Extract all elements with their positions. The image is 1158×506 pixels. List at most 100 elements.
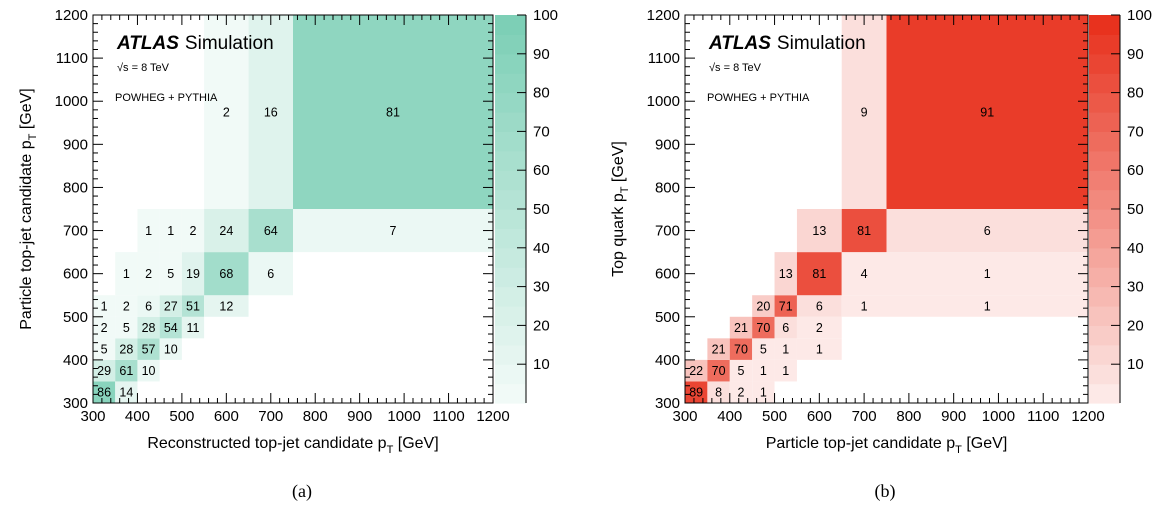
y-tick-label: 800: [655, 179, 680, 196]
color-bar-step: [1089, 325, 1120, 346]
heatmap-cell: [137, 252, 160, 296]
cell-value-label: 5: [101, 343, 108, 357]
x-tick-label: 600: [807, 408, 832, 425]
heatmap-cell: [93, 381, 116, 403]
heatmap-cell: [752, 359, 775, 382]
cell-value-label: 1: [984, 300, 991, 314]
x-tick-label: 600: [214, 408, 239, 425]
color-bar-step: [495, 228, 526, 249]
heatmap-cell: [137, 359, 160, 382]
plot-frame: [684, 14, 1089, 404]
panel-label: (b): [875, 481, 896, 502]
cell-value-label: 54: [164, 321, 178, 335]
color-bar-tick-label: 30: [533, 279, 550, 296]
generator-label: POWHEG + PYTHIA: [115, 92, 218, 104]
cell-value-label: 1: [145, 224, 152, 238]
cell-value-label: 28: [142, 321, 156, 335]
color-bar-tick-label: 90: [1127, 46, 1144, 63]
color-bar-step: [1089, 92, 1120, 113]
x-tick-label: 1200: [1071, 408, 1104, 425]
y-tick-label: 1200: [55, 7, 88, 24]
cell-value-label: 70: [734, 343, 748, 357]
heatmap-cell: [159, 338, 182, 360]
x-tick-label: 700: [258, 408, 283, 425]
y-axis: 300 400 500 600 700 800 900 1000 1100 1200: [647, 7, 1088, 412]
cell-value-label: 57: [142, 343, 156, 357]
heatmap-cell: [841, 295, 887, 317]
heatmap-cell: [248, 252, 293, 296]
heatmap-cell: [796, 338, 842, 360]
cell-value-label: 70: [756, 321, 770, 335]
cell-value-label: 13: [779, 267, 793, 281]
cell-value-label: 81: [386, 106, 400, 120]
cell-value-label: 19: [186, 267, 200, 281]
heatmap-cell: [204, 15, 249, 209]
heatmap-cell: [774, 359, 797, 382]
energy-label: √s = 8 TeV: [117, 62, 170, 74]
x-tick-label: 900: [941, 408, 966, 425]
y-tick-label: 400: [63, 352, 88, 369]
heatmap-cell: [159, 316, 182, 339]
cell-value-label: 1: [760, 364, 767, 378]
y-tick-label: 1000: [55, 93, 88, 110]
cell-value-label: 1: [782, 343, 789, 357]
x-axis: 300 400 500 600 700 800 900 1000 1100 1200: [672, 15, 1105, 425]
color-bar-step: [1089, 150, 1120, 171]
color-bar-step: [495, 247, 526, 268]
heatmap-cell: [159, 209, 182, 253]
y-tick-label: 300: [655, 395, 680, 412]
cell-value-label: 29: [97, 364, 111, 378]
cell-value-label: 1: [167, 224, 174, 238]
color-bar-tick-label: 80: [533, 85, 550, 102]
heatmap-cell: [93, 359, 116, 382]
heatmap-cells: 89 8 2 122 70 5 1 121 70 5 1 121 70 6 220 71 6 1 113 81 4 113…: [685, 15, 1088, 403]
color-bar: 10 20 30 40 50 60 70 80 90 100: [1089, 7, 1152, 404]
heatmap-cell: [796, 209, 842, 253]
cell-value-label: 7: [390, 224, 397, 238]
heatmap-cell: [159, 295, 182, 317]
color-bar-step: [495, 344, 526, 365]
color-bar-step: [1089, 53, 1120, 74]
cell-value-label: 6: [145, 300, 152, 314]
cell-value-label: 2: [101, 321, 108, 335]
heatmap-cell: [796, 252, 842, 296]
color-bar-step: [1089, 73, 1120, 94]
color-bar-tick-label: 10: [533, 356, 550, 373]
color-bar-tick-label: 100: [1127, 7, 1152, 24]
color-bar-step: [495, 286, 526, 307]
cell-value-label: 5: [760, 343, 767, 357]
x-tick-label: 900: [347, 408, 372, 425]
cell-value-label: 6: [267, 267, 274, 281]
color-bar-step: [495, 112, 526, 132]
cell-value-label: 86: [97, 386, 111, 400]
color-bar-step: [495, 267, 526, 288]
color-bar-step: [495, 92, 526, 113]
x-tick-label: 1100: [1027, 408, 1059, 425]
cell-value-label: 5: [123, 321, 130, 335]
y-tick-label: 500: [655, 309, 680, 326]
cell-value-label: 24: [219, 224, 233, 238]
heatmap-cell: [707, 381, 730, 403]
cell-value-label: 22: [689, 364, 703, 378]
color-bar-step: [1089, 383, 1120, 404]
x-tick-label: 400: [717, 408, 742, 425]
x-tick-label: 700: [852, 408, 877, 425]
color-bar-step: [495, 306, 526, 326]
energy-label: √s = 8 TeV: [709, 62, 762, 74]
color-bar-tick-label: 40: [533, 240, 550, 257]
heatmap-cell: [752, 381, 775, 403]
x-tick-label: 300: [80, 408, 105, 425]
y-axis-title: Particle top-jet candidate pT [GeV]: [18, 88, 39, 330]
color-bar-step: [495, 364, 526, 385]
cell-value-label: 27: [164, 300, 178, 314]
x-tick-label: 300: [672, 408, 697, 425]
cell-value-label: 1: [760, 386, 767, 400]
heatmap-cell: [729, 316, 753, 339]
y-tick-label: 1100: [56, 50, 88, 67]
color-bar-step: [1089, 344, 1120, 365]
heatmap-cell: [248, 209, 293, 253]
color-bar-step: [495, 209, 526, 229]
